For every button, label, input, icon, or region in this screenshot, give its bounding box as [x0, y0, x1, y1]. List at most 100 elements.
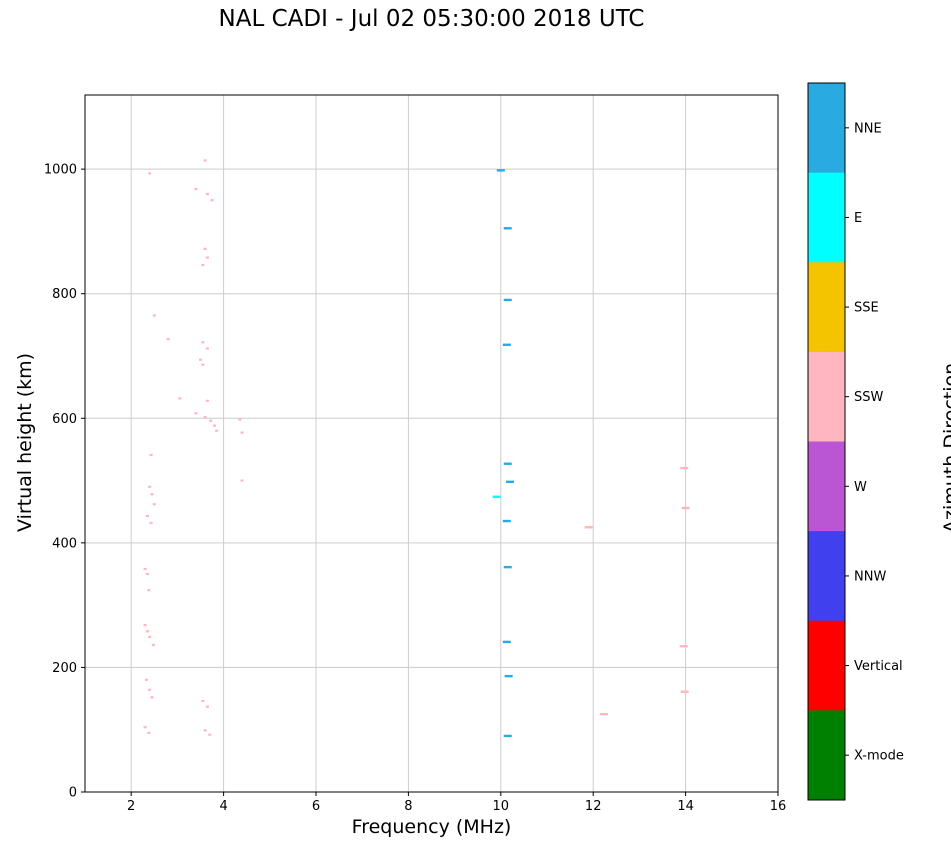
- data-point-ssw: [199, 358, 202, 361]
- data-point-ssw: [203, 729, 207, 732]
- data-point-ssw: [201, 699, 205, 703]
- data-point-ssw: [152, 503, 156, 506]
- data-point-nne: [502, 640, 511, 644]
- data-point-ssw: [679, 645, 688, 648]
- data-point-ssw: [147, 589, 151, 592]
- colorbar-tick-label: SSE: [854, 301, 879, 316]
- data-point-ssw: [205, 256, 209, 259]
- y-tick-label: 0: [69, 786, 77, 801]
- data-point-ssw: [215, 429, 219, 432]
- data-point-nne: [502, 343, 511, 346]
- data-point-nne: [502, 519, 511, 523]
- data-point-ssw: [203, 415, 207, 419]
- data-point-ssw: [680, 690, 689, 693]
- data-point-ssw: [148, 635, 152, 639]
- data-point-nne: [503, 734, 512, 738]
- data-point-ssw: [150, 696, 154, 699]
- colorbar-tick-label: E: [854, 211, 862, 226]
- colorbar-band-sse: [808, 262, 845, 353]
- y-tick-label: 1000: [44, 163, 77, 178]
- data-point-ssw: [145, 572, 149, 576]
- data-point-nne: [503, 227, 512, 230]
- x-tick-label: 2: [127, 799, 135, 814]
- y-tick-label: 800: [52, 287, 77, 302]
- data-point-ssw: [143, 726, 147, 729]
- data-point-ssw: [150, 493, 154, 496]
- data-point-nne: [503, 462, 512, 465]
- data-point-nne: [504, 674, 513, 678]
- data-point-ssw: [149, 521, 153, 525]
- colorbar-band-vertical: [808, 620, 845, 711]
- data-point-ssw: [201, 341, 205, 344]
- data-point-ssw: [240, 431, 244, 434]
- data-point-ssw: [144, 678, 148, 681]
- data-point-ssw: [145, 630, 149, 633]
- data-point-ssw: [151, 643, 155, 647]
- colorbar-tick-label: W: [854, 480, 867, 495]
- colorbar-band-nne: [808, 83, 845, 174]
- data-point-ssw: [145, 514, 149, 518]
- chart-title: NAL CADI - Jul 02 05:30:00 2018 UTC: [218, 6, 645, 32]
- x-tick-label: 8: [404, 799, 412, 814]
- data-point-ssw: [209, 419, 213, 422]
- data-point-ssw: [166, 338, 170, 341]
- data-point-ssw: [143, 567, 147, 571]
- data-points: [143, 159, 690, 738]
- data-point-ssw: [681, 506, 690, 510]
- data-point-nne: [503, 298, 512, 302]
- data-point-ssw: [210, 199, 214, 202]
- data-point-e: [492, 495, 501, 498]
- data-point-ssw: [205, 399, 209, 402]
- data-point-ssw: [201, 263, 205, 267]
- x-tick-label: 16: [770, 799, 787, 814]
- data-point-ssw: [148, 172, 152, 175]
- data-point-ssw: [194, 412, 198, 415]
- data-point-ssw: [205, 192, 209, 196]
- x-tick-label: 14: [677, 799, 694, 814]
- data-point-ssw: [143, 623, 147, 627]
- grid-lines: [85, 95, 779, 793]
- colorbar-band-w: [808, 441, 845, 532]
- colorbar-tick-label: NNE: [854, 121, 882, 136]
- y-tick-label: 600: [52, 412, 77, 427]
- colorbar-label: Azimuth Direction: [940, 362, 951, 533]
- data-point-ssw: [147, 731, 151, 734]
- colorbar: NNE E SSE SSW W NNW Vertical X-mode: [807, 82, 904, 801]
- data-point-ssw: [208, 733, 212, 736]
- data-point-nne: [496, 169, 505, 172]
- colorbar-band-nnw: [808, 531, 845, 622]
- data-point-ssw: [148, 688, 152, 691]
- x-axis-label: Frequency (MHz): [351, 816, 512, 838]
- x-tick-label: 4: [219, 799, 227, 814]
- x-tick-label: 10: [493, 799, 510, 814]
- data-point-ssw: [205, 347, 209, 350]
- colorbar-border: [807, 82, 846, 801]
- y-tick-label: 400: [52, 536, 77, 551]
- data-point-ssw: [149, 453, 153, 457]
- data-point-ssw: [599, 712, 608, 716]
- data-point-ssw: [238, 418, 242, 421]
- data-point-ssw: [203, 247, 207, 250]
- data-point-ssw: [178, 397, 182, 400]
- plot-border: [84, 94, 779, 793]
- data-point-ssw: [680, 466, 689, 470]
- data-point-ssw: [212, 424, 216, 427]
- colorbar-band-e: [808, 172, 845, 263]
- data-point-nne: [503, 565, 512, 569]
- data-point-nne: [506, 480, 515, 484]
- colorbar-band-x-mode: [808, 710, 845, 801]
- data-point-ssw: [584, 526, 593, 529]
- data-point-ssw: [194, 187, 198, 191]
- data-point-ssw: [201, 363, 205, 366]
- axis-ticks: 2 4 6 8 10 12 14 16 0 200 400 600 800 1000: [44, 163, 786, 814]
- y-axis-label: Virtual height (km): [14, 352, 36, 532]
- data-point-ssw: [240, 479, 244, 482]
- x-tick-label: 6: [312, 799, 320, 814]
- colorbar-tick-label: X-mode: [854, 749, 904, 764]
- colorbar-tick-label: Vertical: [854, 659, 903, 674]
- data-point-ssw: [205, 705, 209, 708]
- data-point-ssw: [152, 314, 156, 317]
- axes-spines: [84, 94, 779, 793]
